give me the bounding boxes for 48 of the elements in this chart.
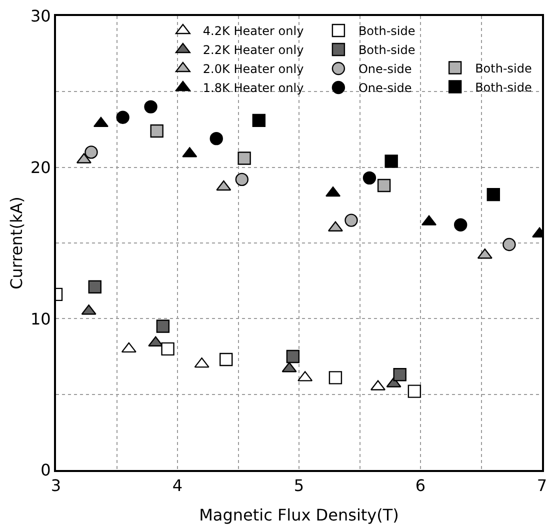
point xyxy=(220,352,233,366)
point xyxy=(252,114,266,128)
point xyxy=(286,350,300,364)
point xyxy=(194,357,210,368)
point xyxy=(502,238,516,252)
point xyxy=(121,342,136,353)
point xyxy=(156,320,170,333)
legend-label: 1.8K Heater only xyxy=(202,81,304,96)
point xyxy=(377,178,391,192)
point xyxy=(88,280,102,294)
point xyxy=(144,100,158,114)
point xyxy=(486,188,500,202)
y-tick-label: 30 xyxy=(30,6,51,26)
point xyxy=(210,132,223,146)
y-axis-title: Current(kA) xyxy=(6,196,26,290)
x-tick-label: 6 xyxy=(415,476,426,496)
point xyxy=(150,124,164,138)
legend-label: 2.2K Heater only xyxy=(202,43,304,58)
x-tick-label: 4 xyxy=(172,476,183,496)
x-tick-label: 5 xyxy=(294,476,304,496)
legend-label: 2.0K Heater only xyxy=(202,62,304,76)
point xyxy=(216,180,232,191)
x-tick-label: 3 xyxy=(50,476,62,496)
point xyxy=(328,371,342,384)
point xyxy=(235,172,248,186)
point xyxy=(384,154,398,168)
legend-label: Both-side xyxy=(475,61,532,76)
y-tick-label: 20 xyxy=(30,158,51,177)
point xyxy=(116,110,130,124)
x-axis-title: Magnetic Flux Density(T) xyxy=(199,505,399,524)
y-tick-label: 0 xyxy=(40,460,51,480)
legend-label: Both-side xyxy=(475,80,532,94)
point xyxy=(393,368,406,382)
legend-label: One-side xyxy=(358,62,412,76)
point xyxy=(84,146,98,159)
y-tick-label: 10 xyxy=(30,309,51,328)
point xyxy=(454,218,468,232)
legend-label: Both-side xyxy=(358,24,416,38)
point xyxy=(161,342,174,356)
point xyxy=(362,171,376,185)
point xyxy=(344,214,358,227)
x-tick-label: 7 xyxy=(536,476,548,496)
point xyxy=(408,384,422,398)
legend-label: One-side xyxy=(358,81,412,96)
point xyxy=(238,152,251,165)
legend-label: Both-side xyxy=(358,43,416,58)
legend-label: 4.2K Heater only xyxy=(202,24,304,38)
point xyxy=(93,116,108,128)
